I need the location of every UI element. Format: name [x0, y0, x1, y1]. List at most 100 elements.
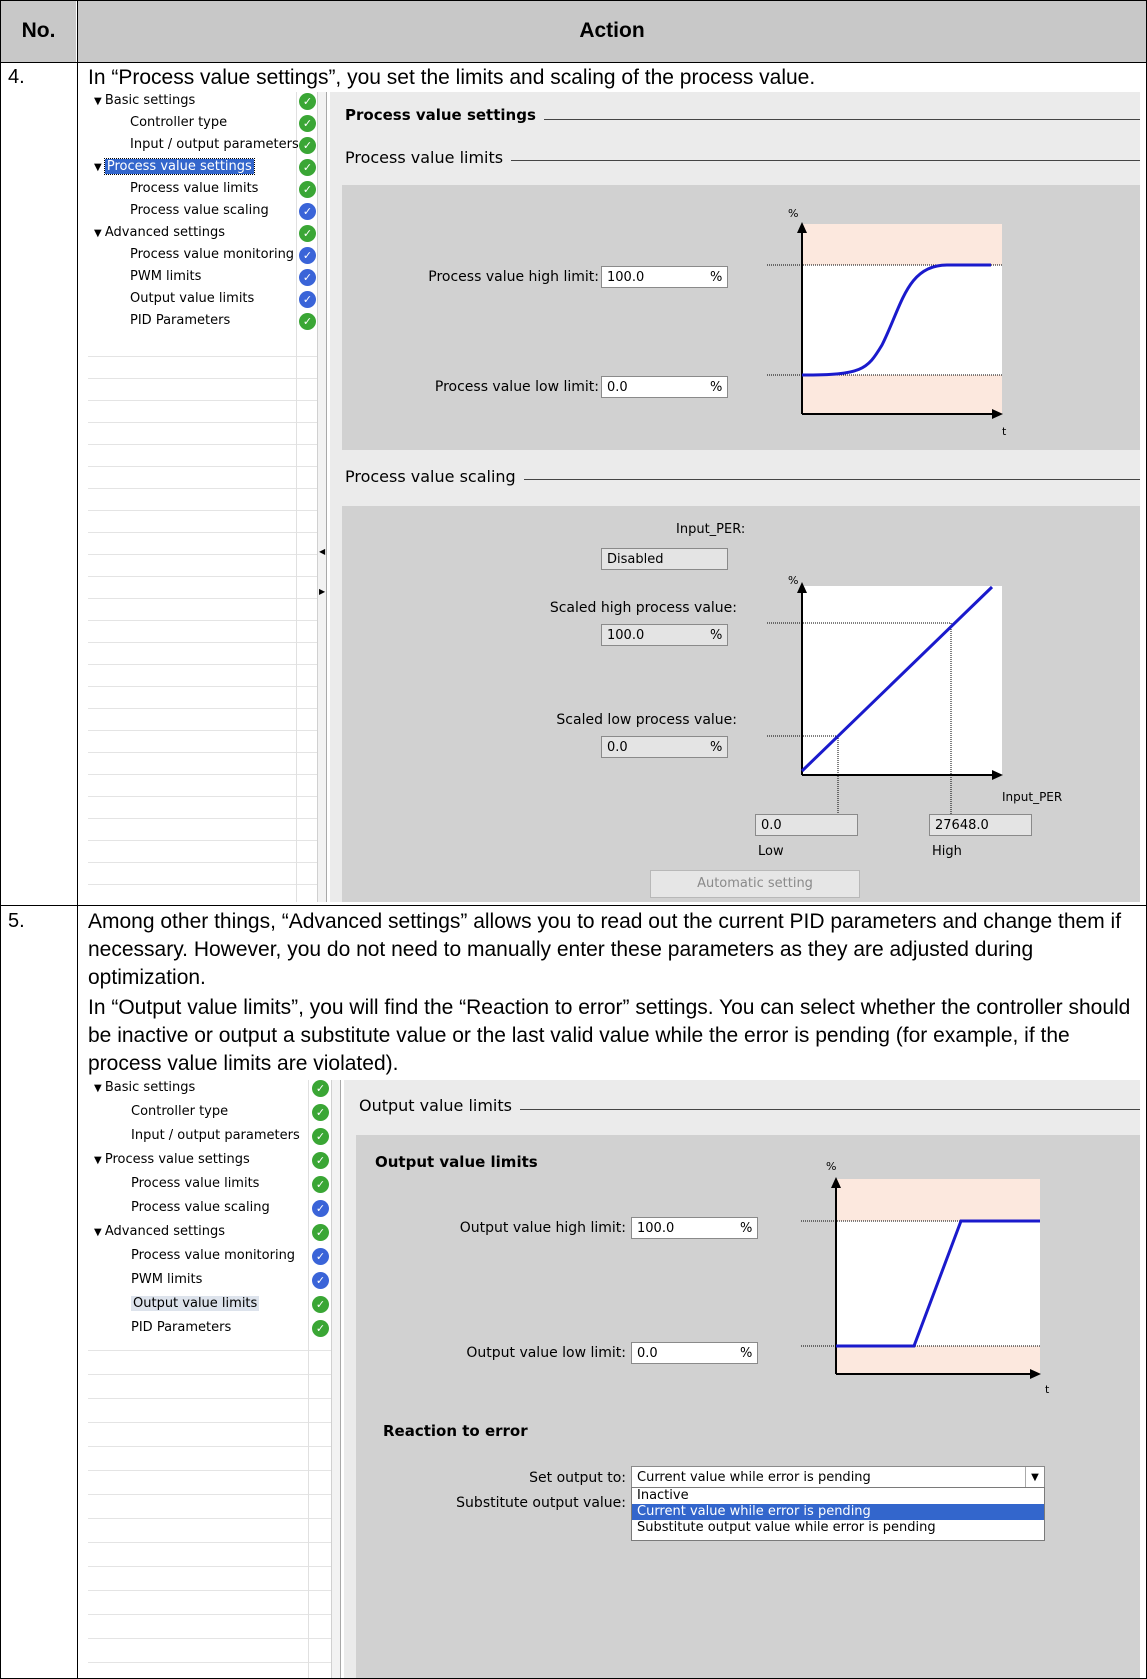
- output-low-limit-label: Output value low limit:: [466, 1345, 626, 1361]
- option-inactive[interactable]: Inactive: [637, 1488, 689, 1503]
- tree-item-process-value-settings[interactable]: ▼ Process value settings: [94, 158, 255, 175]
- expand-arrow-icon[interactable]: ▼: [94, 228, 105, 239]
- status-info-icon: ✓: [299, 269, 316, 286]
- process-limits-graph: [767, 222, 1003, 419]
- tree-item-controller-type[interactable]: Controller type: [130, 115, 228, 130]
- status-ok-icon: ✓: [299, 313, 316, 330]
- set-output-label: Set output to:: [529, 1470, 626, 1486]
- status-ok-icon: ✓: [312, 1104, 329, 1121]
- header-action: Action: [78, 0, 1146, 62]
- status-ok-icon: ✓: [312, 1176, 329, 1193]
- status-ok-icon: ✓: [312, 1152, 329, 1169]
- row-text: In “Process value settings”, you set the…: [88, 66, 816, 89]
- row-paragraph: Among other things, “Advanced settings” …: [88, 910, 1122, 989]
- section-title-scaling: Process value scaling: [345, 467, 524, 486]
- output-low-limit-input[interactable]: 0.0%: [631, 1342, 758, 1364]
- scaled-high-label: Scaled high process value:: [549, 600, 737, 616]
- tree-item-process-value-monitoring[interactable]: Process value monitoring: [130, 247, 295, 262]
- graph-x-label: t: [1045, 1383, 1050, 1396]
- scaled-high-input[interactable]: 100.0%: [601, 624, 728, 646]
- output-high-limit-input[interactable]: 100.0%: [631, 1217, 758, 1239]
- screenshot-process-value-settings: ▼ Basic settings ✓ Controller type ✓ Inp…: [88, 92, 1140, 902]
- output-limits-graph: [801, 1177, 1041, 1379]
- option-current-value[interactable]: Current value while error is pending: [632, 1504, 1044, 1520]
- row-paragraph: In “Output value limits”, you will find …: [88, 996, 1131, 1075]
- status-ok-icon: ✓: [299, 137, 316, 154]
- high-caption: High: [932, 844, 962, 859]
- tree-item-pid-parameters[interactable]: PID Parameters: [131, 1320, 232, 1335]
- high-limit-input[interactable]: 100.0%: [601, 266, 728, 288]
- expand-arrow-icon[interactable]: ▼: [94, 1083, 105, 1094]
- tree-item-advanced-settings[interactable]: ▼ Advanced settings: [94, 1224, 226, 1239]
- substitute-label: Substitute output value:: [456, 1495, 626, 1511]
- low-caption: Low: [758, 844, 784, 859]
- status-ok-icon: ✓: [299, 115, 316, 132]
- status-ok-icon: ✓: [299, 93, 316, 110]
- process-scaling-graph: [767, 582, 1003, 816]
- tree-item-pid-parameters[interactable]: PID Parameters: [130, 313, 231, 328]
- high-input-field[interactable]: 27648.0: [929, 814, 1032, 836]
- collapse-left-icon[interactable]: ◀: [319, 547, 326, 556]
- expand-arrow-icon[interactable]: ▼: [94, 96, 105, 107]
- dropdown-arrow-icon[interactable]: ▼: [1025, 1467, 1044, 1487]
- expand-arrow-icon[interactable]: ▼: [94, 1227, 105, 1238]
- low-limit-input[interactable]: 0.0%: [601, 376, 728, 398]
- tree-panel: ▼ Basic settings ✓ Controller type ✓ Inp…: [88, 1080, 339, 1678]
- reaction-title: Reaction to error: [383, 1422, 528, 1440]
- status-info-icon: ✓: [312, 1272, 329, 1289]
- panel-splitter[interactable]: ◀ ▶: [317, 92, 327, 902]
- status-info-icon: ✓: [299, 291, 316, 308]
- high-limit-label: Process value high limit:: [428, 269, 599, 285]
- tree-item-process-value-limits[interactable]: Process value limits: [130, 181, 259, 196]
- status-ok-icon: ✓: [299, 225, 316, 242]
- tree-item-basic-settings[interactable]: ▼ Basic settings: [94, 93, 196, 108]
- tree-item-advanced-settings[interactable]: ▼ Advanced settings: [94, 225, 226, 240]
- low-limit-label: Process value low limit:: [434, 379, 599, 395]
- tree-item-process-value-scaling[interactable]: Process value scaling: [130, 203, 269, 218]
- tree-item-basic-settings[interactable]: ▼ Basic settings: [94, 1080, 196, 1095]
- tree-item-input-output-parameters[interactable]: Input / output parameters: [131, 1128, 300, 1143]
- status-ok-icon: ✓: [312, 1128, 329, 1145]
- scaling-graph-x-label: Input_PER: [1002, 790, 1063, 804]
- scaled-low-label: Scaled low process value:: [556, 712, 737, 728]
- tree-item-pwm-limits[interactable]: PWM limits: [130, 269, 202, 284]
- collapse-right-icon[interactable]: ▶: [319, 587, 326, 596]
- status-ok-icon: ✓: [299, 159, 316, 176]
- status-info-icon: ✓: [312, 1200, 329, 1217]
- expand-arrow-icon[interactable]: ▼: [94, 1155, 105, 1166]
- low-input-field[interactable]: 0.0: [755, 814, 858, 836]
- tree-item-controller-type[interactable]: Controller type: [131, 1104, 229, 1119]
- tree-item-process-value-limits[interactable]: Process value limits: [131, 1176, 260, 1191]
- input-per-label: Input_PER:: [676, 522, 746, 537]
- tree-item-process-value-scaling[interactable]: Process value scaling: [131, 1200, 270, 1215]
- graph-x-label: t: [1002, 425, 1007, 438]
- status-ok-icon: ✓: [312, 1296, 329, 1313]
- tree-item-input-output-parameters[interactable]: Input / output parameters: [130, 137, 299, 152]
- status-info-icon: ✓: [299, 247, 316, 264]
- tree-item-process-value-monitoring[interactable]: Process value monitoring: [131, 1248, 296, 1263]
- output-limits-box: Output value limits Output value high li…: [356, 1135, 1140, 1678]
- set-output-select[interactable]: Current value while error is pending ▼: [631, 1466, 1045, 1488]
- settings-content: Process value settings Process value lim…: [330, 92, 1140, 902]
- settings-content: Output value limits Output value limits …: [344, 1080, 1140, 1678]
- header-no: No.: [1, 0, 76, 62]
- tree-item-output-value-limits[interactable]: Output value limits: [130, 291, 255, 306]
- scaling-box: Input_PER: Disabled Scaled high process …: [342, 506, 1140, 902]
- panel-splitter[interactable]: [331, 1080, 341, 1678]
- section-title-limits: Process value limits: [345, 148, 512, 167]
- section-heading: Process value settings: [345, 106, 544, 124]
- row-number: 5.: [8, 910, 25, 932]
- scaled-low-input[interactable]: 0.0%: [601, 736, 728, 758]
- option-substitute-value[interactable]: Substitute output value while error is p…: [637, 1520, 936, 1535]
- tree-item-process-value-settings[interactable]: ▼ Process value settings: [94, 1152, 250, 1167]
- automatic-setting-button[interactable]: Automatic setting: [650, 870, 860, 898]
- output-high-limit-label: Output value high limit:: [459, 1220, 626, 1236]
- tree-panel: ▼ Basic settings ✓ Controller type ✓ Inp…: [88, 92, 327, 902]
- selected-item-label: Process value settings: [103, 158, 255, 175]
- row-number: 4.: [8, 66, 25, 88]
- expand-arrow-icon[interactable]: ▼: [94, 162, 105, 173]
- tree-item-output-value-limits[interactable]: Output value limits: [131, 1296, 260, 1311]
- set-output-options: Inactive Current value while error is pe…: [631, 1487, 1045, 1541]
- tree-item-pwm-limits[interactable]: PWM limits: [131, 1272, 203, 1287]
- graph-y-label: %: [826, 1160, 837, 1173]
